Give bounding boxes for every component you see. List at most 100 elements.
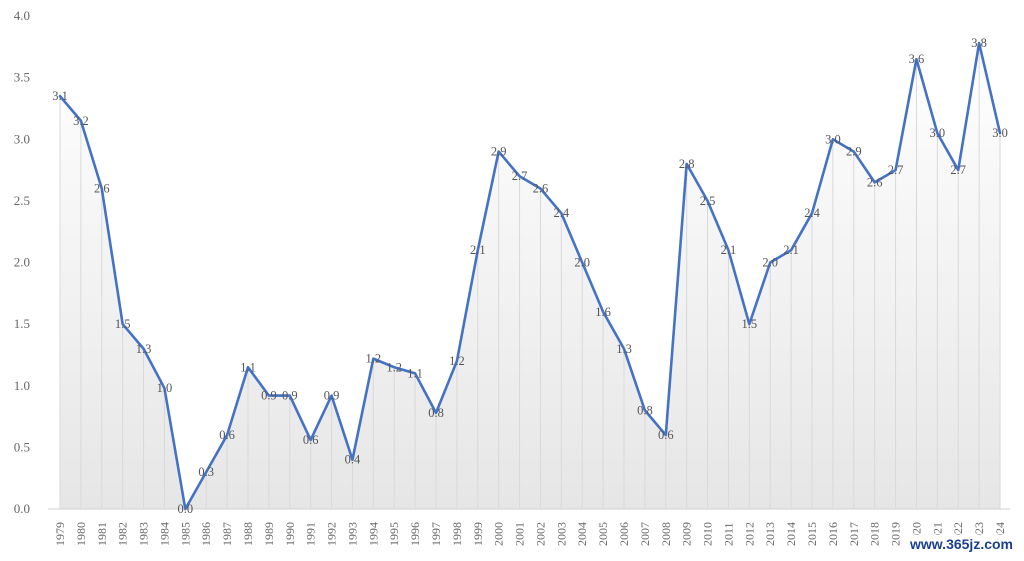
data-label: 2.6	[533, 182, 549, 196]
x-tick-label: 2014	[784, 522, 798, 546]
x-tick-label: 2002	[533, 522, 547, 546]
x-tick-label: 2012	[742, 522, 756, 546]
y-tick-label: 4.0	[14, 8, 30, 23]
x-tick-label: 2013	[763, 522, 777, 546]
data-label: 2.0	[762, 256, 778, 270]
x-tick-label: 1984	[157, 522, 171, 546]
x-tick-label: 1990	[283, 522, 297, 546]
data-label: 1.6	[595, 305, 611, 319]
x-tick-label: 1998	[450, 522, 464, 546]
y-tick-label: 1.0	[14, 378, 30, 393]
data-label: 3.0	[930, 126, 946, 140]
data-label: 2.7	[950, 163, 966, 177]
data-label: 0.8	[428, 406, 444, 420]
x-tick-label: 1992	[325, 522, 339, 546]
x-tick-label: 2007	[638, 522, 652, 546]
data-label: 2.4	[554, 206, 570, 220]
data-label: 1.5	[115, 317, 131, 331]
y-tick-label: 1.5	[14, 316, 30, 331]
x-tick-label: 1980	[74, 522, 88, 546]
data-label: 0.3	[198, 465, 214, 479]
x-tick-label: 2010	[701, 522, 715, 546]
y-tick-label: 0.0	[14, 501, 30, 516]
y-tick-label: 0.5	[14, 439, 30, 454]
data-labels-layer: 3.1 3.2 2.6 1.5 1.3 1.0 0.0 0.3 0.6 1.1 0.9 0.9 0.6 0…	[52, 36, 1008, 516]
data-label: 2.7	[512, 169, 528, 183]
x-tick-label: 2005	[596, 522, 610, 546]
data-label: 0.6	[303, 433, 319, 447]
x-tick-label: 2017	[847, 522, 861, 546]
data-label: 2.1	[470, 243, 486, 257]
x-tick-label: 2000	[492, 522, 506, 546]
x-tick-label: 2008	[659, 522, 673, 546]
data-label: 1.2	[449, 354, 465, 368]
data-label: 2.6	[867, 175, 883, 189]
data-label: 3.2	[73, 114, 89, 128]
data-label: 3.0	[992, 126, 1008, 140]
data-label: 0.6	[219, 428, 235, 442]
data-label: 2.8	[679, 157, 695, 171]
data-label: 2.4	[804, 206, 820, 220]
y-tick-label: 3.5	[14, 70, 30, 85]
x-tick-label: 2004	[575, 522, 589, 546]
data-label: 2.6	[94, 182, 110, 196]
data-label: 3.8	[971, 36, 987, 50]
x-tick-label: 1987	[220, 522, 234, 546]
series-line	[58, 41, 1002, 511]
x-tick-label: 1997	[429, 522, 443, 546]
x-tick-label: 2009	[680, 522, 694, 546]
data-label: 1.1	[407, 366, 423, 380]
x-tick-label: 1991	[304, 522, 318, 546]
y-tick-label: 3.0	[14, 131, 30, 146]
watermark-text: www.365jz.com	[907, 535, 1016, 553]
series-line-layer	[58, 41, 1002, 511]
data-label: 1.0	[157, 381, 173, 395]
data-label: 1.3	[136, 342, 152, 356]
y-axis: 0.0 0.5 1.0 1.5 2.0 2.5 3.0 3.5 4.0	[14, 8, 30, 516]
data-label: 0.9	[282, 389, 298, 403]
data-label: 0.4	[345, 453, 361, 467]
y-tick-label: 2.5	[14, 193, 30, 208]
data-label: 2.5	[700, 194, 716, 208]
x-tick-label: 2001	[513, 522, 527, 546]
x-tick-label: 1995	[387, 522, 401, 546]
data-label: 3.0	[825, 132, 841, 146]
data-label: 2.9	[846, 145, 862, 159]
x-tick-label: 2011	[721, 522, 735, 546]
area-fill-layer	[60, 43, 1000, 510]
data-label: 0.6	[658, 428, 674, 442]
x-tick-label: 1985	[178, 522, 192, 546]
data-label: 3.6	[909, 52, 925, 66]
data-label: 3.1	[52, 89, 68, 103]
x-tick-label: 1982	[116, 522, 130, 546]
data-label: 1.1	[240, 360, 256, 374]
x-tick-label: 1996	[408, 522, 422, 546]
data-label: 2.7	[888, 163, 904, 177]
x-tick-label: 2015	[805, 522, 819, 546]
data-label: 0.9	[324, 389, 340, 403]
x-tick-label: 1993	[345, 522, 359, 546]
x-tick-label: 2016	[826, 522, 840, 546]
x-tick-label: 1999	[471, 522, 485, 546]
x-tick-label: 1989	[262, 522, 276, 546]
x-tick-label: 2019	[889, 522, 903, 546]
data-label: 2.1	[783, 243, 799, 257]
data-label: 2.0	[574, 256, 590, 270]
x-tick-label: 1981	[95, 522, 109, 546]
data-label: 1.5	[742, 317, 758, 331]
data-label: 0.0	[178, 502, 194, 516]
x-tick-label: 1983	[137, 522, 151, 546]
data-label: 1.3	[616, 342, 632, 356]
x-tick-label: 1986	[199, 522, 213, 546]
x-tick-label: 1988	[241, 522, 255, 546]
x-tick-label: 2003	[554, 522, 568, 546]
data-label: 0.8	[637, 403, 653, 417]
data-label: 1.2	[366, 352, 382, 366]
area-fill	[60, 43, 1000, 510]
data-label: 2.9	[491, 145, 507, 159]
x-tick-label: 2018	[868, 522, 882, 546]
x-tick-label: 2006	[617, 522, 631, 546]
drop-lines-layer	[59, 43, 1001, 509]
y-tick-label: 2.0	[14, 255, 30, 270]
x-tick-label: 1979	[53, 522, 67, 546]
